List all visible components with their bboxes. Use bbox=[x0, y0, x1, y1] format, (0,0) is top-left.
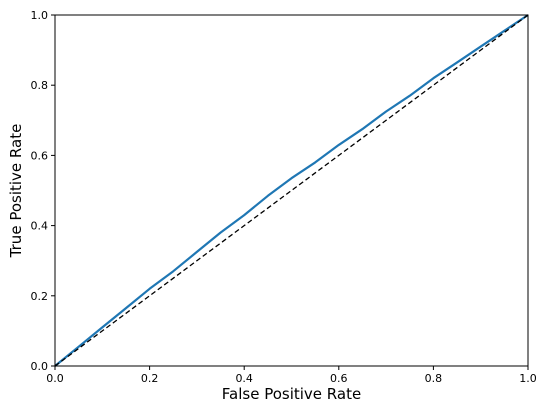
y-tick-label: 0.2 bbox=[31, 290, 49, 303]
x-tick-label: 0.4 bbox=[235, 372, 253, 385]
x-tick-label: 1.0 bbox=[519, 372, 537, 385]
y-tick-label: 0.0 bbox=[31, 360, 49, 373]
y-axis-label: True Positive Rate bbox=[7, 124, 25, 259]
chance-diagonal-line bbox=[54, 14, 529, 367]
x-axis-label: False Positive Rate bbox=[222, 385, 361, 403]
y-axis-ticks: 0.0 0.2 0.4 0.6 0.8 1.0 bbox=[31, 9, 55, 373]
y-tick-label: 0.6 bbox=[31, 149, 49, 162]
x-tick-label: 0.8 bbox=[425, 372, 443, 385]
roc-curve-line bbox=[54, 14, 529, 367]
plot-frame bbox=[54, 14, 529, 367]
y-tick-label: 1.0 bbox=[31, 9, 49, 22]
y-tick-label: 0.4 bbox=[31, 220, 49, 233]
x-tick-label: 0.6 bbox=[330, 372, 348, 385]
x-tick-label: 0.0 bbox=[46, 372, 64, 385]
x-axis-ticks: 0.0 0.2 0.4 0.6 0.8 1.0 bbox=[46, 366, 537, 385]
y-tick-label: 0.8 bbox=[31, 79, 49, 92]
x-tick-label: 0.2 bbox=[141, 372, 159, 385]
plot-area bbox=[54, 14, 529, 367]
